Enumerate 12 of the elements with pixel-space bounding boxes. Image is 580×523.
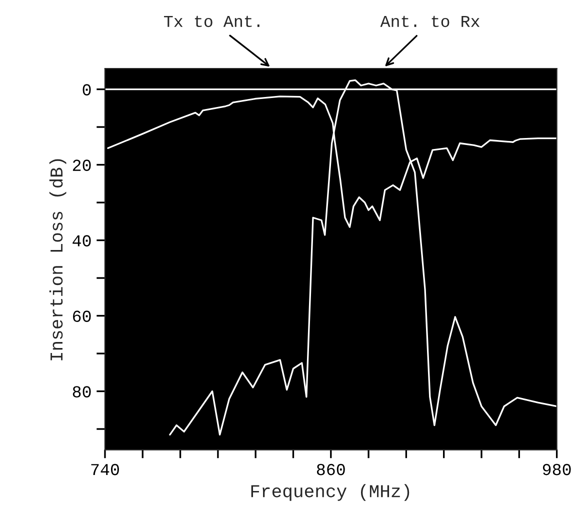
text: Ant. to Rx: [380, 16, 480, 28]
y-tick-label: 60: [73, 310, 91, 322]
x-tick-label: 860: [316, 464, 345, 476]
y-tick-label: 20: [72, 160, 91, 171]
y-tick-label: 40: [72, 235, 91, 246]
x-tick-label: 980: [542, 464, 571, 476]
x-axis-title: Frequency (MHz): [251, 484, 410, 501]
text: Tx to Ant.: [164, 16, 260, 28]
x-tick-label: 740: [91, 464, 119, 476]
y-tick-label: 0: [82, 84, 91, 96]
y-tick-label: 80: [72, 386, 91, 398]
y-axis-title: Insertion Loss (dB): [49, 159, 66, 360]
